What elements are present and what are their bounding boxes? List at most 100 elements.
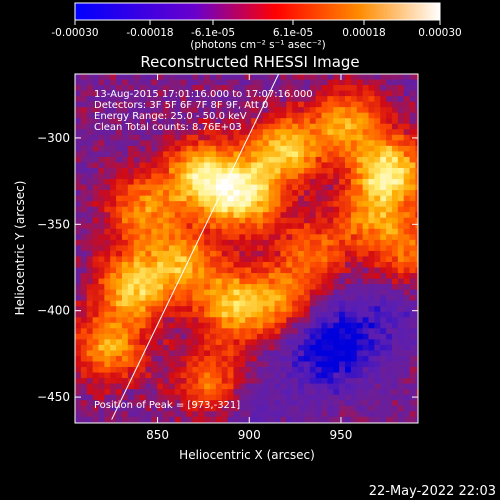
heatmap-cell: [286, 355, 293, 363]
heatmap-cell: [415, 206, 418, 213]
heatmap-cell: [391, 256, 399, 263]
heatmap-cell: [315, 217, 323, 224]
heatmap-cell: [415, 400, 418, 407]
heatmap-cell: [104, 190, 111, 197]
heatmap-cell: [151, 234, 158, 241]
heatmap-cell: [239, 295, 246, 302]
heatmap-cell: [386, 300, 393, 307]
heatmap-cell: [256, 322, 264, 329]
heatmap-cell: [192, 195, 199, 202]
heatmap-cell: [116, 234, 123, 241]
heatmap-cell: [116, 239, 123, 246]
heatmap-cell: [292, 134, 299, 141]
heatmap-cell: [75, 289, 82, 296]
heatmap-cell: [239, 212, 246, 219]
heatmap-cell: [133, 339, 141, 346]
heatmap-cell: [350, 74, 358, 81]
heatmap-cell: [227, 101, 235, 108]
heatmap-cell: [227, 134, 235, 141]
heatmap-cell: [333, 96, 340, 103]
heatmap-cell: [309, 394, 317, 401]
heatmap-cell: [86, 234, 94, 241]
heatmap-cell: [380, 156, 387, 164]
heatmap-cell: [245, 311, 252, 318]
heatmap-cell: [168, 223, 176, 230]
heatmap-cell: [280, 123, 287, 130]
heatmap-cell: [280, 201, 287, 208]
heatmap-cell: [221, 206, 229, 213]
heatmap-cell: [151, 333, 158, 340]
heatmap-cell: [362, 184, 370, 191]
heatmap-cell: [333, 400, 340, 407]
heatmap-cell: [215, 140, 223, 147]
heatmap-cell: [139, 261, 147, 269]
heatmap-cell: [350, 151, 358, 158]
heatmap-cell: [116, 416, 123, 423]
heatmap-cell: [110, 167, 117, 175]
heatmap-cell: [256, 333, 264, 340]
heatmap-cell: [333, 101, 340, 108]
heatmap-cell: [303, 261, 311, 269]
heatmap-cell: [198, 278, 205, 285]
heatmap-cell: [262, 328, 270, 335]
heatmap-cell: [116, 367, 123, 374]
heatmap-cell: [380, 96, 387, 103]
heatmap-cell: [192, 350, 199, 357]
heatmap-cell: [309, 300, 317, 307]
heatmap-cell: [80, 151, 88, 158]
heatmap-cell: [409, 184, 417, 191]
heatmap-cell: [245, 273, 252, 280]
heatmap-cell: [121, 129, 129, 136]
heatmap-cell: [221, 184, 229, 191]
heatmap-cell: [309, 383, 317, 390]
heatmap-cell: [215, 295, 223, 302]
heatmap-cell: [192, 134, 199, 141]
heatmap-cell: [209, 322, 217, 329]
heatmap-cell: [215, 300, 223, 307]
heatmap-cell: [98, 322, 105, 329]
heatmap-cell: [168, 140, 176, 147]
heatmap-cell: [168, 234, 176, 241]
heatmap-cell: [409, 306, 417, 313]
heatmap-cell: [315, 184, 323, 191]
heatmap-cell: [239, 206, 246, 213]
heatmap-cell: [374, 261, 381, 269]
heatmap-cell: [221, 273, 229, 280]
heatmap-cell: [209, 217, 217, 224]
heatmap-cell: [180, 372, 188, 379]
heatmap-cell: [362, 273, 370, 280]
heatmap-cell: [116, 322, 123, 329]
heatmap-cell: [256, 107, 264, 114]
heatmap-cell: [350, 300, 358, 307]
heatmap-cell: [163, 273, 170, 280]
heatmap-cell: [339, 173, 346, 180]
heatmap-cell: [280, 206, 287, 213]
heatmap-cell: [256, 239, 264, 246]
heatmap-cell: [391, 134, 399, 141]
heatmap-cell: [409, 173, 417, 180]
heatmap-cell: [198, 151, 205, 158]
heatmap-cell: [221, 134, 229, 141]
heatmap-cell: [344, 123, 352, 130]
heatmap-cell: [80, 250, 88, 258]
heatmap-cell: [256, 355, 264, 363]
heatmap-cell: [180, 416, 188, 423]
heatmap-cell: [256, 90, 264, 97]
heatmap-cell: [333, 90, 340, 97]
heatmap-cell: [321, 400, 328, 407]
heatmap-cell: [280, 378, 287, 385]
heatmap-cell: [403, 256, 411, 263]
heatmap-cell: [215, 400, 223, 407]
heatmap-cell: [198, 300, 205, 307]
heatmap-cell: [139, 339, 147, 346]
heatmap-cell: [139, 140, 147, 147]
heatmap-cell: [391, 167, 399, 175]
heatmap-cell: [409, 228, 417, 235]
heatmap-cell: [251, 107, 258, 114]
heatmap-cell: [186, 284, 193, 291]
heatmap-cell: [227, 367, 235, 374]
heatmap-cell: [163, 289, 170, 296]
heatmap-cell: [186, 267, 193, 274]
heatmap-cell: [391, 411, 399, 418]
heatmap-cell: [374, 300, 381, 307]
